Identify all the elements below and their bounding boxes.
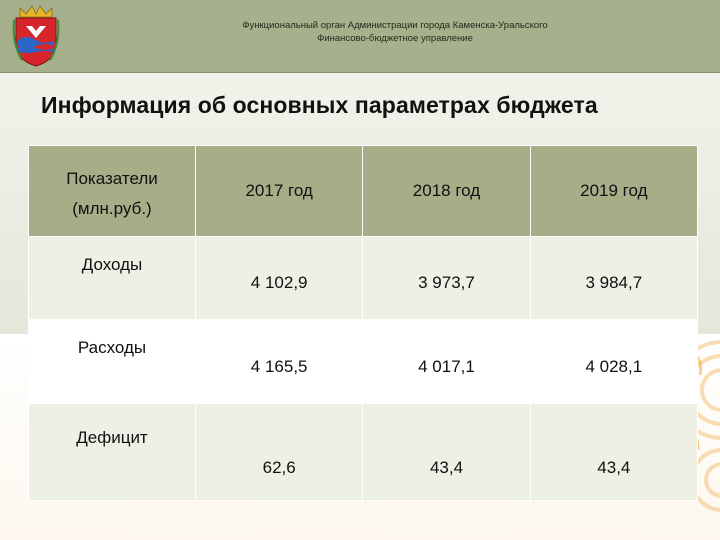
row-label: Доходы (28, 236, 196, 320)
budget-table: Показатели (млн.руб.) 2017 год 2018 год … (28, 145, 699, 501)
row-label: Дефицит (28, 403, 196, 501)
row-label: Расходы (28, 319, 196, 404)
table-cell-value: 43,4 (529, 403, 699, 501)
table-row-deficit: Дефицит 62,6 43,4 43,4 (28, 403, 699, 501)
table-row-expenses: Расходы 4 165,5 4 017,1 4 028,1 (28, 319, 699, 404)
header-label-line-1: Показатели (66, 169, 158, 188)
table-cell-value: 43,4 (362, 403, 531, 501)
table-cell-value: 4 017,1 (362, 319, 531, 404)
header-bar: Функциональный орган Администрации город… (0, 0, 720, 73)
header-cell-indicators: Показатели (млн.руб.) (28, 145, 196, 237)
organization-line-1: Функциональный орган Администрации город… (242, 20, 548, 31)
header-cell-year: 2017 год (194, 145, 364, 237)
header-label-line-2: (млн.руб.) (72, 199, 152, 218)
table-cell-value: 3 973,7 (362, 236, 531, 320)
table-cell-value: 62,6 (194, 403, 364, 501)
header-cell-year: 2018 год (362, 145, 531, 237)
table-cell-value: 3 984,7 (529, 236, 699, 320)
table-cell-value: 4 102,9 (194, 236, 364, 320)
page-title: Информация об основных параметрах бюджет… (41, 92, 598, 118)
city-coat-of-arms-icon (12, 5, 60, 67)
table-cell-value: 4 028,1 (529, 319, 699, 404)
table-header-row: Показатели (млн.руб.) 2017 год 2018 год … (28, 145, 699, 237)
table-row-income: Доходы 4 102,9 3 973,7 3 984,7 (28, 236, 699, 320)
table-cell-value: 4 165,5 (194, 319, 364, 404)
organization-name: Функциональный орган Администрации город… (70, 19, 720, 45)
organization-line-2: Финансово-бюджетное управление (317, 33, 473, 44)
header-cell-year: 2019 год (529, 145, 699, 237)
